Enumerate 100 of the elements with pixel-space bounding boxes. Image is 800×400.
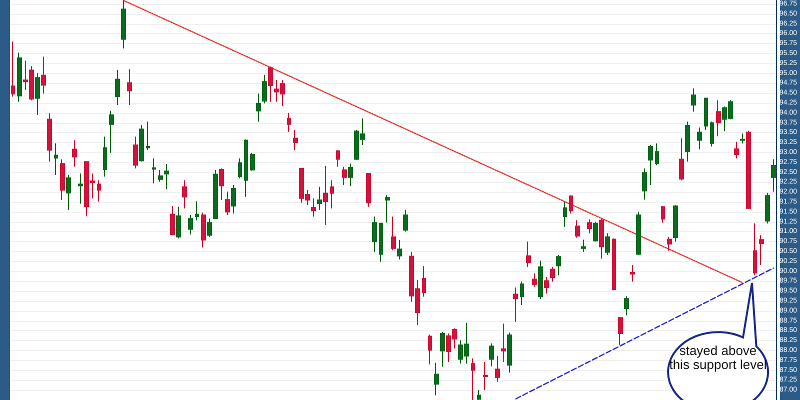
candlestick <box>556 254 561 276</box>
candlestick <box>256 92 261 122</box>
candlestick <box>544 276 549 294</box>
candlestick <box>501 323 506 362</box>
candlestick <box>133 136 138 169</box>
candlestick <box>78 172 83 204</box>
candlestick <box>630 264 635 282</box>
candlestick <box>495 356 500 382</box>
candlestick <box>348 163 353 187</box>
candlestick <box>397 240 402 260</box>
candlestick <box>599 218 604 260</box>
candlestick <box>434 362 439 396</box>
candlestick <box>507 332 512 374</box>
candlestick <box>35 72 40 116</box>
candlestick <box>685 121 690 162</box>
candlestick <box>691 88 696 112</box>
candlestick <box>109 110 114 154</box>
candlestick <box>618 316 623 346</box>
candlestick <box>11 41 15 98</box>
candlestick <box>587 218 592 234</box>
candlestick <box>513 287 518 322</box>
candlestick <box>188 214 193 235</box>
candlestick <box>765 192 770 224</box>
candlestick <box>489 342 494 367</box>
candlestick <box>648 144 653 186</box>
candlestick <box>213 169 218 220</box>
candlestick <box>563 201 567 228</box>
candlestick <box>428 334 432 365</box>
candlestick <box>201 212 206 248</box>
candlestick <box>164 163 169 190</box>
candlestick <box>250 152 255 172</box>
candlestick <box>642 168 647 200</box>
candlestick <box>127 68 132 106</box>
candlestick <box>158 169 163 182</box>
candlestick <box>139 124 144 162</box>
candlestick <box>422 266 426 298</box>
candlestick <box>550 266 555 282</box>
candlestick <box>624 296 629 316</box>
candlestick <box>667 236 672 252</box>
candlestick <box>41 56 46 94</box>
annotation: stayed above this support level <box>668 343 768 372</box>
candlestick <box>746 130 751 210</box>
candlestick <box>66 174 71 210</box>
candlestick <box>520 281 524 306</box>
candlestick <box>379 222 383 262</box>
candlestick <box>366 172 371 208</box>
candlestick <box>317 186 322 210</box>
candlestick <box>403 209 408 232</box>
candlestick <box>311 198 316 218</box>
candlestick <box>207 218 212 238</box>
candlestick <box>661 205 665 224</box>
candlestick <box>17 52 22 102</box>
candlestick <box>97 180 101 202</box>
candlestick <box>146 121 150 151</box>
candlestick <box>704 97 708 130</box>
candlestick <box>440 331 445 368</box>
candlestick <box>581 239 586 252</box>
candlestick <box>575 220 580 238</box>
candlestick <box>759 234 764 266</box>
candlestick <box>182 180 187 209</box>
candlestick <box>244 138 248 198</box>
candlestick <box>593 221 598 242</box>
candlestick <box>330 180 334 209</box>
candlestick <box>336 150 340 168</box>
candlestick <box>238 158 242 179</box>
candlestick <box>121 0 126 49</box>
candlestick <box>342 166 347 186</box>
candlestick <box>287 112 291 132</box>
candlestick <box>605 232 610 256</box>
candlestick <box>771 158 776 192</box>
candlestick <box>47 112 52 162</box>
candlestick <box>72 140 77 168</box>
candlestick <box>471 358 475 400</box>
candlestick <box>679 138 684 181</box>
candlestick <box>103 136 107 178</box>
candlestick <box>710 121 714 148</box>
candlestick <box>612 238 616 291</box>
candlestick <box>734 141 739 159</box>
candlestick <box>225 191 230 216</box>
candlestick <box>293 129 298 151</box>
candlestick <box>526 241 531 268</box>
candlestick <box>740 132 745 144</box>
candlestick <box>391 216 396 251</box>
candlestick <box>231 184 236 214</box>
candlestick <box>569 194 573 214</box>
candlestick <box>538 260 543 300</box>
candlestick <box>170 205 175 236</box>
candlestick <box>152 158 156 184</box>
candlestick <box>268 66 273 102</box>
candlestick <box>655 142 659 166</box>
candlestick <box>195 200 199 221</box>
candlestick <box>115 70 120 106</box>
candlestick <box>477 390 481 400</box>
candlestick <box>385 194 390 224</box>
candlestick <box>60 158 65 200</box>
candlestick <box>716 100 721 137</box>
candlestick <box>673 204 678 242</box>
candlestick <box>697 127 702 150</box>
candlestick <box>176 206 181 239</box>
candlestick <box>532 272 537 288</box>
